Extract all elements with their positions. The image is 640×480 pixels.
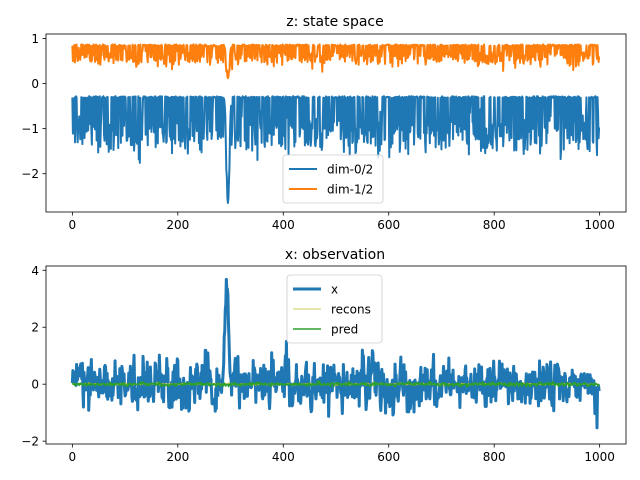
y-tick-label: 0 (31, 77, 39, 91)
subplot-title: x: observation (285, 247, 385, 263)
y-ticks: −2 −1 0 1 (21, 32, 46, 181)
y-tick-label: 2 (31, 321, 39, 335)
series-line-dim-0-2 (71, 95, 601, 204)
x-ticks: 0 200 400 600 800 1000 (69, 212, 615, 232)
subplot-title: z: state space (286, 14, 384, 30)
series-line-x (70, 277, 601, 430)
legend: x recons pred (286, 274, 383, 344)
x-tick-label: 600 (377, 450, 400, 464)
y-tick-label: 0 (31, 378, 39, 392)
x-tick-label: 800 (483, 218, 506, 232)
axes-frame (45, 33, 627, 213)
legend-label: pred (331, 323, 358, 337)
series-layer (71, 43, 601, 204)
x-tick-label: 1000 (584, 450, 615, 464)
x-tick-label: 400 (272, 218, 295, 232)
legend-box (282, 154, 384, 204)
y-tick-label: −2 (21, 435, 39, 449)
x-tick-label: 400 (272, 450, 295, 464)
y-tick-label: −1 (21, 122, 39, 136)
x-ticks: 0 200 400 600 800 1000 (69, 444, 615, 464)
y-ticks: −2 0 2 4 (21, 264, 46, 449)
x-tick-label: 600 (377, 218, 400, 232)
y-tick-label: −2 (21, 167, 39, 181)
x-tick-label: 1000 (584, 218, 615, 232)
axes-frame (45, 265, 627, 445)
legend-box (286, 274, 383, 344)
y-tick-label: 1 (31, 32, 39, 46)
legend: dim-0/2 dim-1/2 (282, 154, 384, 204)
x-tick-label: 0 (69, 218, 77, 232)
x-tick-label: 0 (69, 450, 77, 464)
y-tick-label: 4 (31, 264, 39, 278)
subplot-observation: x: observation 0 200 400 600 800 1000 −2 0 2 4 x… (21, 247, 627, 464)
series-line-pred (71, 380, 600, 388)
x-tick-label: 200 (166, 218, 189, 232)
legend-label: dim-1/2 (327, 183, 373, 197)
legend-label: dim-0/2 (327, 163, 373, 177)
legend-label: recons (331, 303, 371, 317)
series-layer (70, 277, 601, 430)
subplot-state-space: z: state space 0 200 400 600 800 1000 −2−101 … (21, 14, 627, 232)
series-line-dim-1-2 (71, 43, 601, 80)
legend-label: x (331, 283, 338, 297)
x-tick-label: 200 (166, 450, 189, 464)
x-tick-label: 800 (483, 450, 506, 464)
